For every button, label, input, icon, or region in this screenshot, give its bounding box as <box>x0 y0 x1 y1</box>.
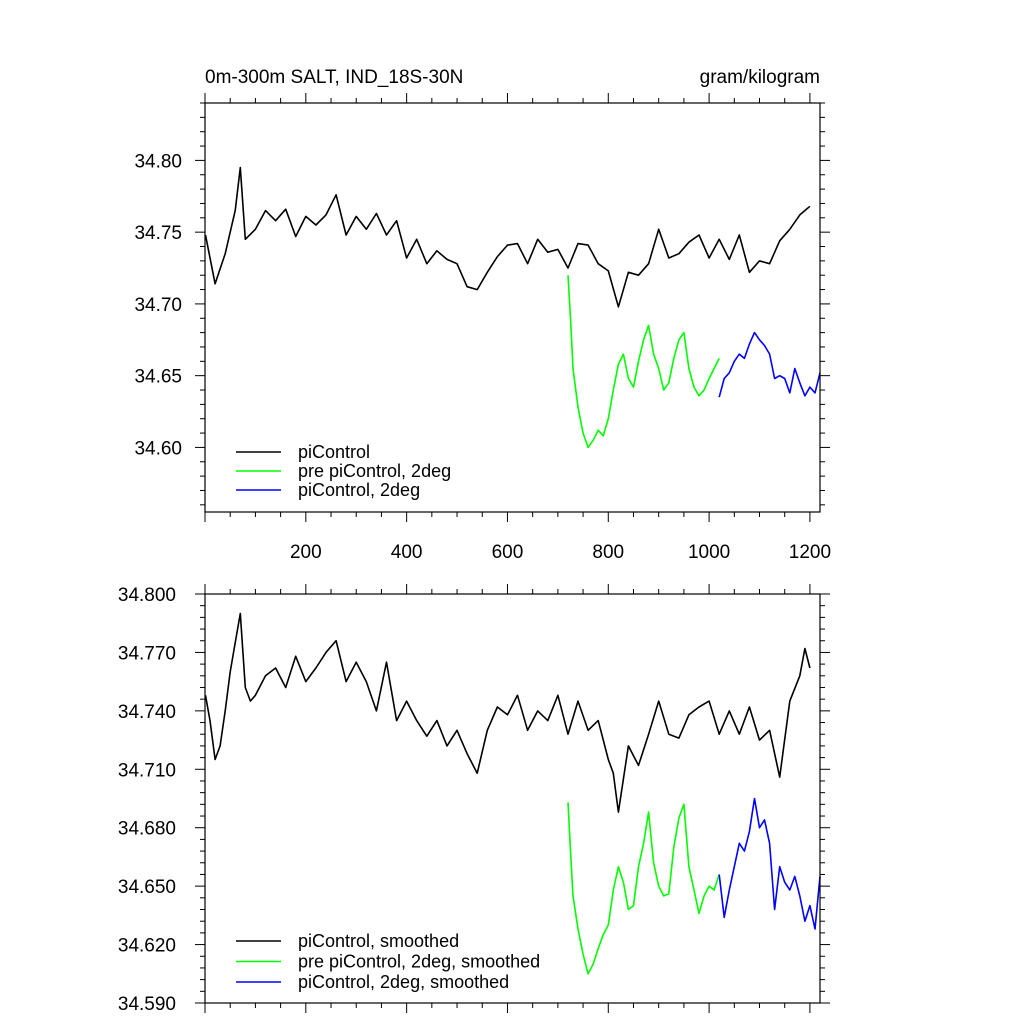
series-line-1 <box>204 166 811 308</box>
series-line-3 <box>718 331 821 398</box>
x-tick-label: 600 <box>492 542 524 563</box>
units-label: gram/kilogram <box>700 67 820 88</box>
plot-frame <box>204 593 821 1004</box>
x-tick-label: 1000 <box>688 542 730 563</box>
series-line-2 <box>567 275 720 449</box>
legend-label: piControl, 2deg, smoothed <box>298 972 509 992</box>
y-tick-label: 34.80 <box>134 151 182 172</box>
x-tick-label: 400 <box>391 542 423 563</box>
y-tick-label: 34.680 <box>118 819 176 840</box>
series-line-1 <box>204 612 811 813</box>
y-tick-label: 34.650 <box>118 877 176 898</box>
y-tick-label: 34.740 <box>118 702 176 723</box>
x-tick-label: 200 <box>290 542 322 563</box>
y-tick-label: 34.710 <box>118 760 176 781</box>
y-tick-label: 34.70 <box>134 295 182 316</box>
x-tick-label: 1200 <box>789 542 831 563</box>
legend-label: pre piControl, 2deg, smoothed <box>298 952 540 972</box>
y-tick-label: 34.75 <box>134 223 182 244</box>
legend-label: pre piControl, 2deg <box>298 461 451 481</box>
y-tick-label: 34.620 <box>118 936 176 957</box>
legend-label: piControl, smoothed <box>298 931 459 951</box>
legend-label: piControl <box>298 442 370 462</box>
y-tick-label: 34.590 <box>118 994 176 1015</box>
top-panel: 200 400 600 800 1000 1200 34.60 34.65 34.70 34.75… <box>134 67 831 563</box>
x-tick-label: 800 <box>592 542 624 563</box>
bottom-panel: 34.590 34.620 34.650 34.680 34.710 34.740 34.7… <box>118 584 830 1015</box>
series-line-2 <box>567 802 720 975</box>
y-tick-label: 34.60 <box>134 438 182 459</box>
chart-title: 0m-300m SALT, IND_18S-30N <box>205 67 463 88</box>
plot-frame <box>204 102 821 513</box>
legend-label: piControl, 2deg <box>298 480 420 500</box>
y-tick-label: 34.65 <box>134 367 182 388</box>
y-tick-label: 34.800 <box>118 585 176 606</box>
y-tick-label: 34.770 <box>118 643 176 664</box>
series-line-3 <box>718 797 821 930</box>
